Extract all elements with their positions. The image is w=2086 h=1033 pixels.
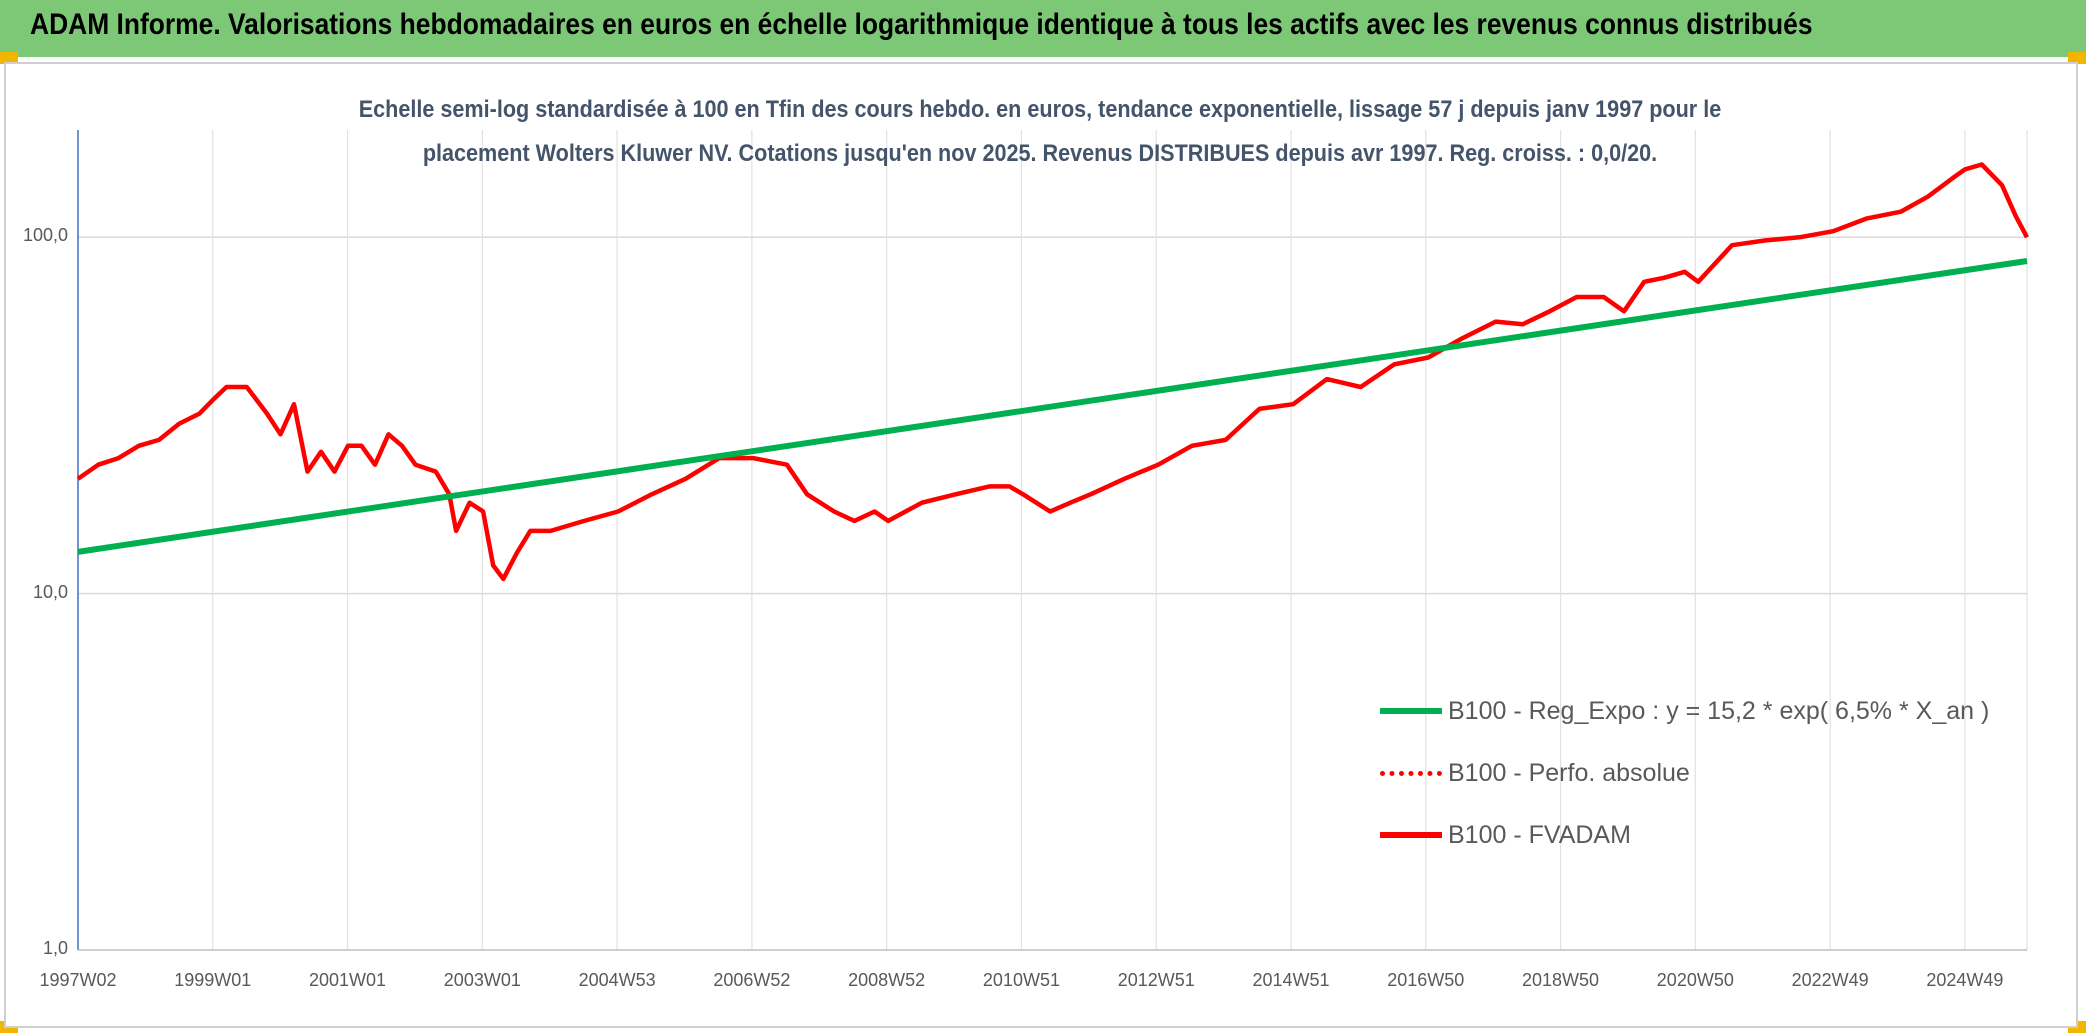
legend-swatch-fvadam	[1380, 832, 1442, 838]
legend-item-trend: B100 - Reg_Expo : y = 15,2 * exp( 6,5% *…	[1380, 680, 1989, 742]
legend-item-perfo: B100 - Perfo. absolue	[1380, 742, 1989, 804]
x-tick-label: 2003W01	[443, 970, 521, 990]
x-tick-label: 2001W01	[309, 970, 387, 990]
legend-label-perfo: B100 - Perfo. absolue	[1448, 758, 1690, 787]
x-tick-label: 1997W02	[39, 970, 117, 990]
series-trend-line	[77, 258, 2028, 555]
y-tick-label: 1,0	[42, 938, 68, 958]
corner-marker	[2068, 52, 2086, 64]
legend-label-fvadam: B100 - FVADAM	[1448, 820, 1631, 849]
chart-legend: B100 - Reg_Expo : y = 15,2 * exp( 6,5% *…	[1380, 680, 1989, 866]
x-tick-label: 2010W51	[982, 970, 1060, 990]
chart-title-line2: placement Wolters Kluwer NV. Cotations j…	[422, 140, 1658, 167]
x-tick-label: 2022W49	[1791, 970, 1869, 990]
chart-title: Echelle semi-log standardisée à 100 en T…	[240, 88, 1840, 176]
x-tick-label: 2016W50	[1387, 970, 1465, 990]
x-tick-label: 2006W52	[713, 970, 791, 990]
x-tick-label: 2024W49	[1926, 970, 2004, 990]
x-tick-label: 2012W51	[1117, 970, 1195, 990]
header-banner: ADAM Informe. Valorisations hebdomadaire…	[0, 0, 2086, 57]
x-tick-label: 2020W50	[1656, 970, 1734, 990]
legend-swatch-perfo	[1380, 770, 1442, 776]
x-tick-label: 2008W52	[848, 970, 926, 990]
x-tick-label: 2014W51	[1252, 970, 1330, 990]
x-tick-label: 2018W50	[1522, 970, 1600, 990]
chart-frame	[4, 62, 2078, 1028]
corner-marker	[0, 52, 18, 64]
chart-title-line1: Echelle semi-log standardisée à 100 en T…	[358, 96, 1722, 123]
x-tick-label: 1999W01	[174, 970, 252, 990]
x-tick-label: 2004W53	[578, 970, 656, 990]
legend-label-trend: B100 - Reg_Expo : y = 15,2 * exp( 6,5% *…	[1448, 696, 1990, 725]
legend-item-fvadam: B100 - FVADAM	[1380, 804, 1989, 866]
series-fvadam-line	[76, 162, 2029, 582]
legend-swatch-trend	[1380, 708, 1442, 714]
report-title: ADAM Informe. Valorisations hebdomadaire…	[30, 8, 1813, 41]
y-tick-label: 10,0	[32, 581, 68, 602]
y-tick-label: 100,0	[22, 225, 68, 246]
